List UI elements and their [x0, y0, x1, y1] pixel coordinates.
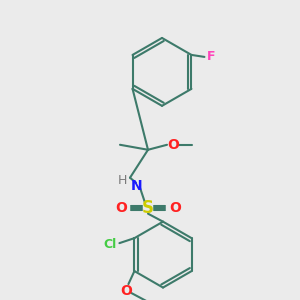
- Text: F: F: [207, 50, 216, 63]
- Text: N: N: [131, 179, 143, 193]
- Text: O: O: [167, 138, 179, 152]
- Text: O: O: [115, 201, 127, 215]
- Text: S: S: [142, 199, 154, 217]
- Text: O: O: [169, 201, 181, 215]
- Text: O: O: [121, 284, 132, 298]
- Text: H: H: [117, 174, 127, 187]
- Text: Cl: Cl: [104, 238, 117, 250]
